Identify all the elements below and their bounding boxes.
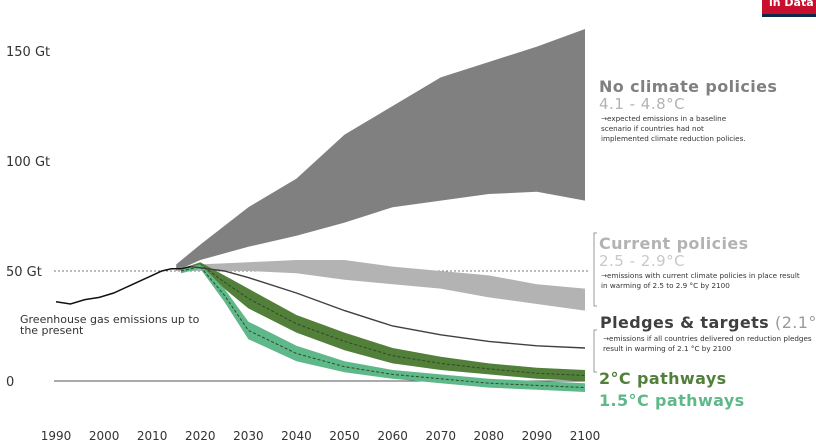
pledges-title: Pledges & targets (2.1°C) [600, 313, 816, 332]
x-tick-label: 2040 [281, 429, 312, 443]
pledges-line [190, 265, 586, 349]
no-policy-title: No climate policies [599, 77, 778, 96]
x-tick-label: 2000 [89, 429, 120, 443]
x-tick-label: 2090 [522, 429, 553, 443]
x-tick-label: 2100 [570, 429, 601, 443]
pledges-bracket [593, 329, 597, 373]
pathway-15c-median-line [180, 266, 586, 389]
pathway-2c-band [181, 262, 585, 381]
historical-label: Greenhouse gas emissions up to the prese… [20, 314, 205, 336]
pathway-15c-title: 1.5°C pathways [599, 391, 745, 410]
logo: in Data [762, 0, 816, 17]
x-tick-label: 2030 [233, 429, 264, 443]
x-tick-label: 2060 [377, 429, 408, 443]
current-policy-bracket [593, 232, 597, 307]
x-tick-label: 2050 [329, 429, 360, 443]
x-tick-label: 2070 [425, 429, 456, 443]
no-policy-band [176, 29, 585, 271]
x-tick-label: 2010 [137, 429, 168, 443]
current-policy-title: Current policies [599, 234, 749, 253]
pledges-range: (2.1°C) [775, 313, 816, 332]
historical-emissions-line [55, 265, 191, 305]
current-policy-band [176, 260, 585, 311]
no-policy-description: →expected emissions in a baseline scenar… [601, 114, 746, 143]
y-tick-label: 150 Gt [6, 45, 50, 60]
y-tick-label: 0 [6, 375, 14, 390]
x-tick-label: 2020 [185, 429, 216, 443]
current-policy-description: →emissions with current climate policies… [601, 271, 800, 290]
current-policy-range: 2.5 - 2.9°C [599, 252, 686, 270]
x-tick-label: 1990 [41, 429, 72, 443]
pledges-title-text: Pledges & targets [600, 313, 770, 332]
no-policy-range: 4.1 - 4.8°C [599, 95, 686, 113]
pathway-2c-median-line [180, 263, 586, 376]
logo-text: in Data [769, 0, 814, 9]
x-tick-label: 2080 [474, 429, 505, 443]
pathway-2c-title: 2°C pathways [599, 369, 727, 388]
y-tick-label: 50 Gt [6, 265, 42, 280]
y-tick-label: 100 Gt [6, 155, 50, 170]
historical-label-text: Greenhouse gas emissions up to the prese… [20, 313, 200, 337]
pledges-description: →emissions if all countries delivered on… [603, 334, 812, 353]
